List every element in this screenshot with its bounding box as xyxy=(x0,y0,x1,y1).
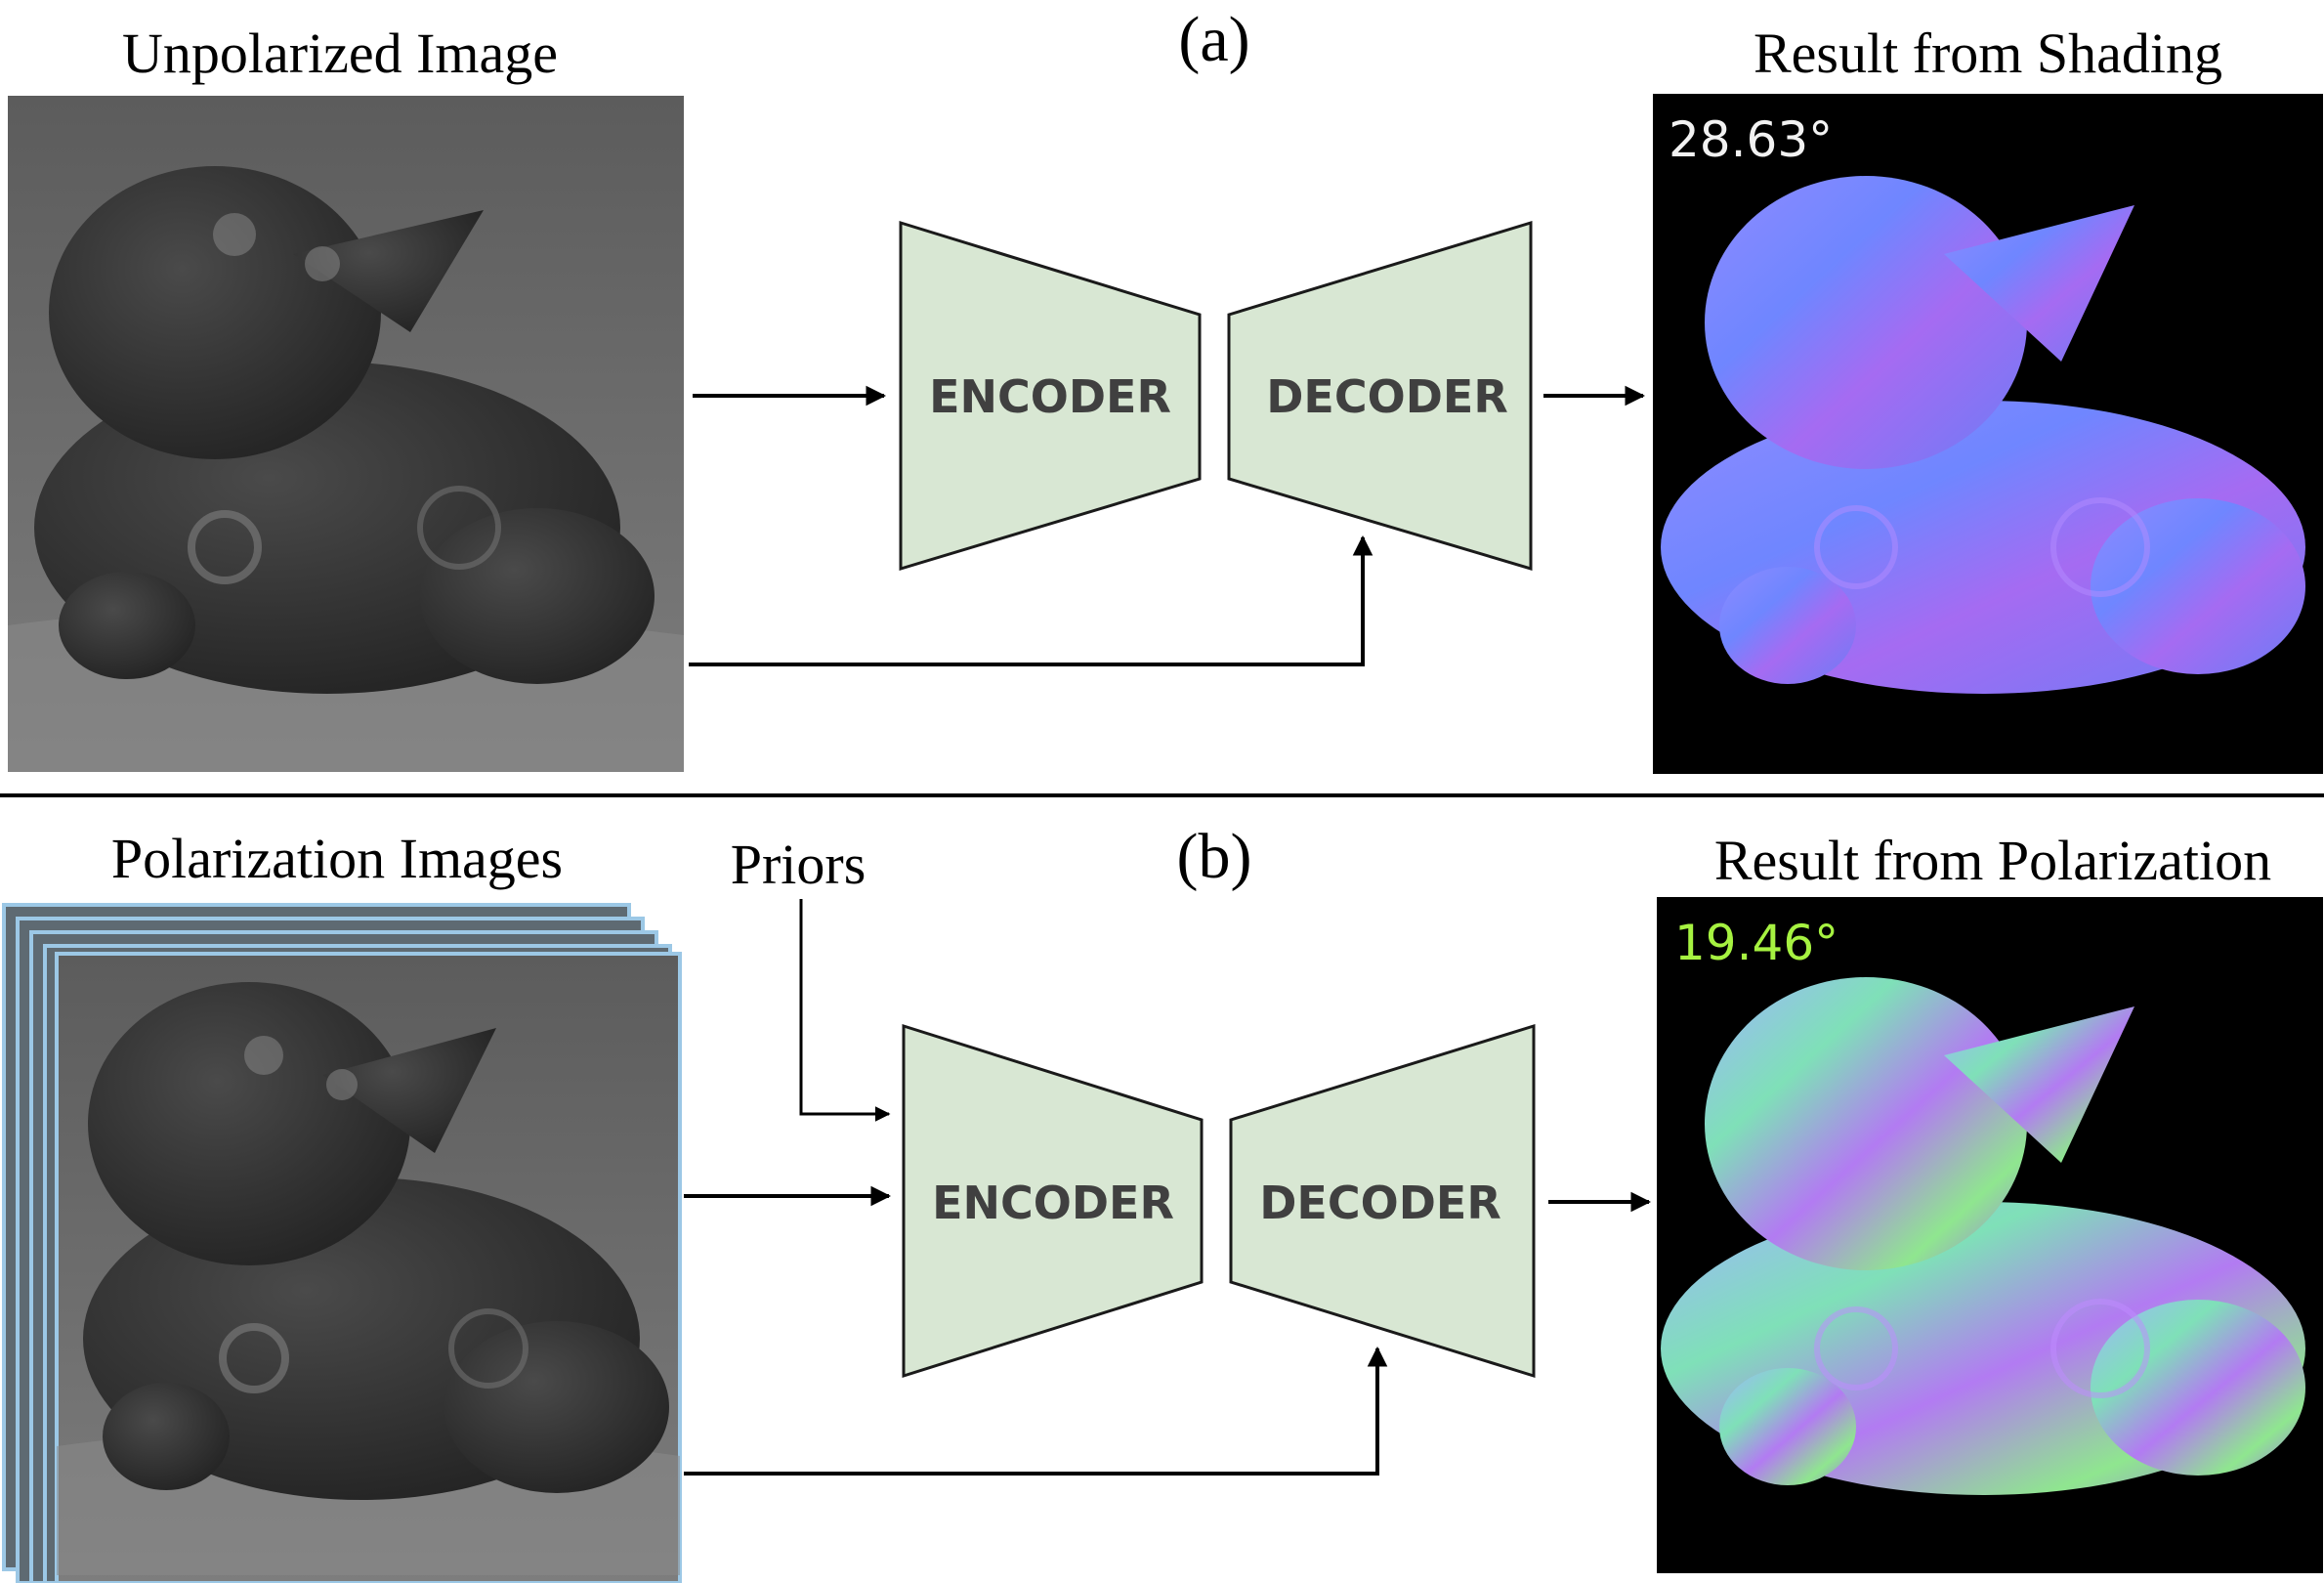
decoder-label: DECODER xyxy=(1266,370,1508,423)
statue-silhouette xyxy=(83,982,669,1500)
panel-b: (b) Polarization Images Priors xyxy=(2,821,2323,1583)
decoder-block xyxy=(1227,220,1533,572)
statue-silhouette xyxy=(34,166,655,694)
arrow-priors-to-encoder xyxy=(799,899,891,1122)
encoder-label: ENCODER xyxy=(932,1177,1174,1229)
network-a: ENCODER DECODER xyxy=(899,220,1533,572)
priors-label: Priors xyxy=(731,833,866,896)
polarization-image-stack xyxy=(2,903,682,1583)
panel-a: (a) Unpolarized Image ENCO xyxy=(8,4,2323,774)
shading-error-value: 28.63° xyxy=(1669,111,1833,168)
encoder-block xyxy=(902,1023,1204,1379)
shading-normal-map: 28.63° xyxy=(1653,94,2323,774)
arrow-skip-to-decoder xyxy=(689,535,1373,666)
encoder-block xyxy=(899,220,1202,572)
polarization-images-title: Polarization Images xyxy=(111,827,563,890)
decoder-label: DECODER xyxy=(1259,1177,1501,1229)
polarization-result-title: Result from Polarization xyxy=(1714,829,2271,892)
network-b: ENCODER DECODER xyxy=(902,1023,1536,1379)
polarization-normal-map: 19.46° xyxy=(1657,897,2323,1573)
encoder-label: ENCODER xyxy=(929,370,1171,423)
panel-a-label: (a) xyxy=(1178,4,1249,75)
shading-result-title: Result from Shading xyxy=(1754,21,2222,85)
unpolarized-image-title: Unpolarized Image xyxy=(122,21,558,85)
unpolarized-image xyxy=(8,96,684,772)
decoder-block xyxy=(1229,1023,1536,1379)
panel-b-label: (b) xyxy=(1177,821,1252,892)
arrow-skip-to-decoder xyxy=(684,1346,1388,1476)
polarization-error-value: 19.46° xyxy=(1674,915,1838,971)
